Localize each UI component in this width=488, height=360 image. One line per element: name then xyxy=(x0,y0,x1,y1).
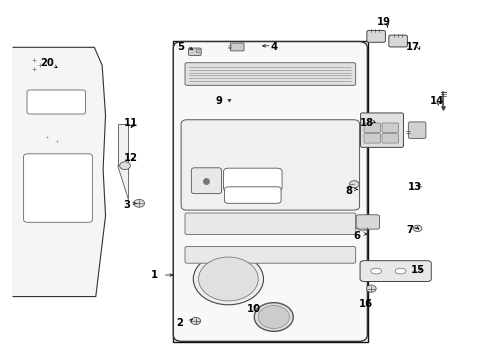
Circle shape xyxy=(134,199,144,207)
Ellipse shape xyxy=(370,268,381,274)
FancyBboxPatch shape xyxy=(173,41,366,341)
FancyBboxPatch shape xyxy=(184,247,355,263)
FancyBboxPatch shape xyxy=(363,134,380,143)
Text: 16: 16 xyxy=(358,299,372,309)
FancyBboxPatch shape xyxy=(224,187,281,203)
FancyBboxPatch shape xyxy=(223,168,282,192)
Text: 14: 14 xyxy=(429,96,443,106)
Text: 6: 6 xyxy=(352,231,360,240)
Bar xyxy=(118,125,128,166)
FancyBboxPatch shape xyxy=(230,43,244,51)
Text: 11: 11 xyxy=(123,118,138,128)
Circle shape xyxy=(258,306,289,328)
FancyBboxPatch shape xyxy=(388,35,407,47)
Text: 12: 12 xyxy=(123,153,138,163)
FancyBboxPatch shape xyxy=(184,213,355,234)
Polygon shape xyxy=(118,166,128,200)
FancyBboxPatch shape xyxy=(355,215,379,229)
FancyBboxPatch shape xyxy=(23,154,92,222)
Bar xyxy=(172,41,367,342)
FancyBboxPatch shape xyxy=(27,90,85,114)
Ellipse shape xyxy=(394,268,405,274)
Polygon shape xyxy=(13,47,105,297)
Text: 4: 4 xyxy=(270,42,277,52)
Text: 15: 15 xyxy=(410,265,424,275)
Text: 18: 18 xyxy=(359,118,373,128)
Text: 10: 10 xyxy=(247,304,261,314)
Text: 3: 3 xyxy=(123,200,130,210)
Text: 17: 17 xyxy=(405,42,419,52)
Circle shape xyxy=(254,303,293,331)
Circle shape xyxy=(366,285,375,292)
Circle shape xyxy=(348,181,358,188)
Text: 9: 9 xyxy=(215,96,222,106)
FancyBboxPatch shape xyxy=(381,123,398,132)
Text: 5: 5 xyxy=(177,42,184,52)
FancyBboxPatch shape xyxy=(381,134,398,143)
Circle shape xyxy=(193,253,263,305)
FancyBboxPatch shape xyxy=(407,122,425,138)
Circle shape xyxy=(120,162,130,170)
FancyBboxPatch shape xyxy=(366,31,385,42)
Text: 1: 1 xyxy=(150,270,158,280)
Bar xyxy=(195,49,200,51)
Text: 19: 19 xyxy=(376,17,390,27)
Text: 20: 20 xyxy=(40,58,54,68)
Text: 2: 2 xyxy=(176,319,183,328)
Text: 7: 7 xyxy=(406,225,413,235)
FancyBboxPatch shape xyxy=(184,63,355,85)
FancyBboxPatch shape xyxy=(363,123,380,132)
FancyBboxPatch shape xyxy=(360,113,403,147)
Circle shape xyxy=(412,225,421,231)
FancyBboxPatch shape xyxy=(191,168,221,194)
Circle shape xyxy=(198,257,258,301)
Text: 8: 8 xyxy=(345,186,352,196)
FancyBboxPatch shape xyxy=(181,120,359,210)
Circle shape xyxy=(190,318,200,324)
FancyBboxPatch shape xyxy=(359,261,430,282)
Text: 13: 13 xyxy=(407,182,421,192)
FancyBboxPatch shape xyxy=(188,48,201,55)
